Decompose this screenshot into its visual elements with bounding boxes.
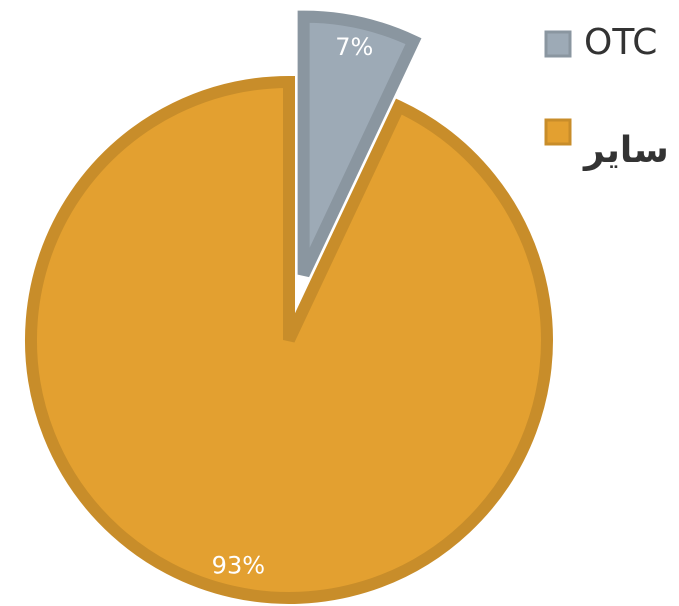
legend-label: سایر xyxy=(582,130,669,171)
pie-slice xyxy=(297,10,422,278)
legend-swatch xyxy=(544,118,572,146)
legend: OTC سایر xyxy=(544,22,669,171)
pie-slice xyxy=(25,75,553,604)
legend-label: OTC xyxy=(584,22,657,63)
data-label: 93% xyxy=(212,552,265,580)
legend-swatch xyxy=(544,30,572,58)
pie: 7% 93% xyxy=(25,10,553,604)
data-label: 7% xyxy=(335,33,373,61)
